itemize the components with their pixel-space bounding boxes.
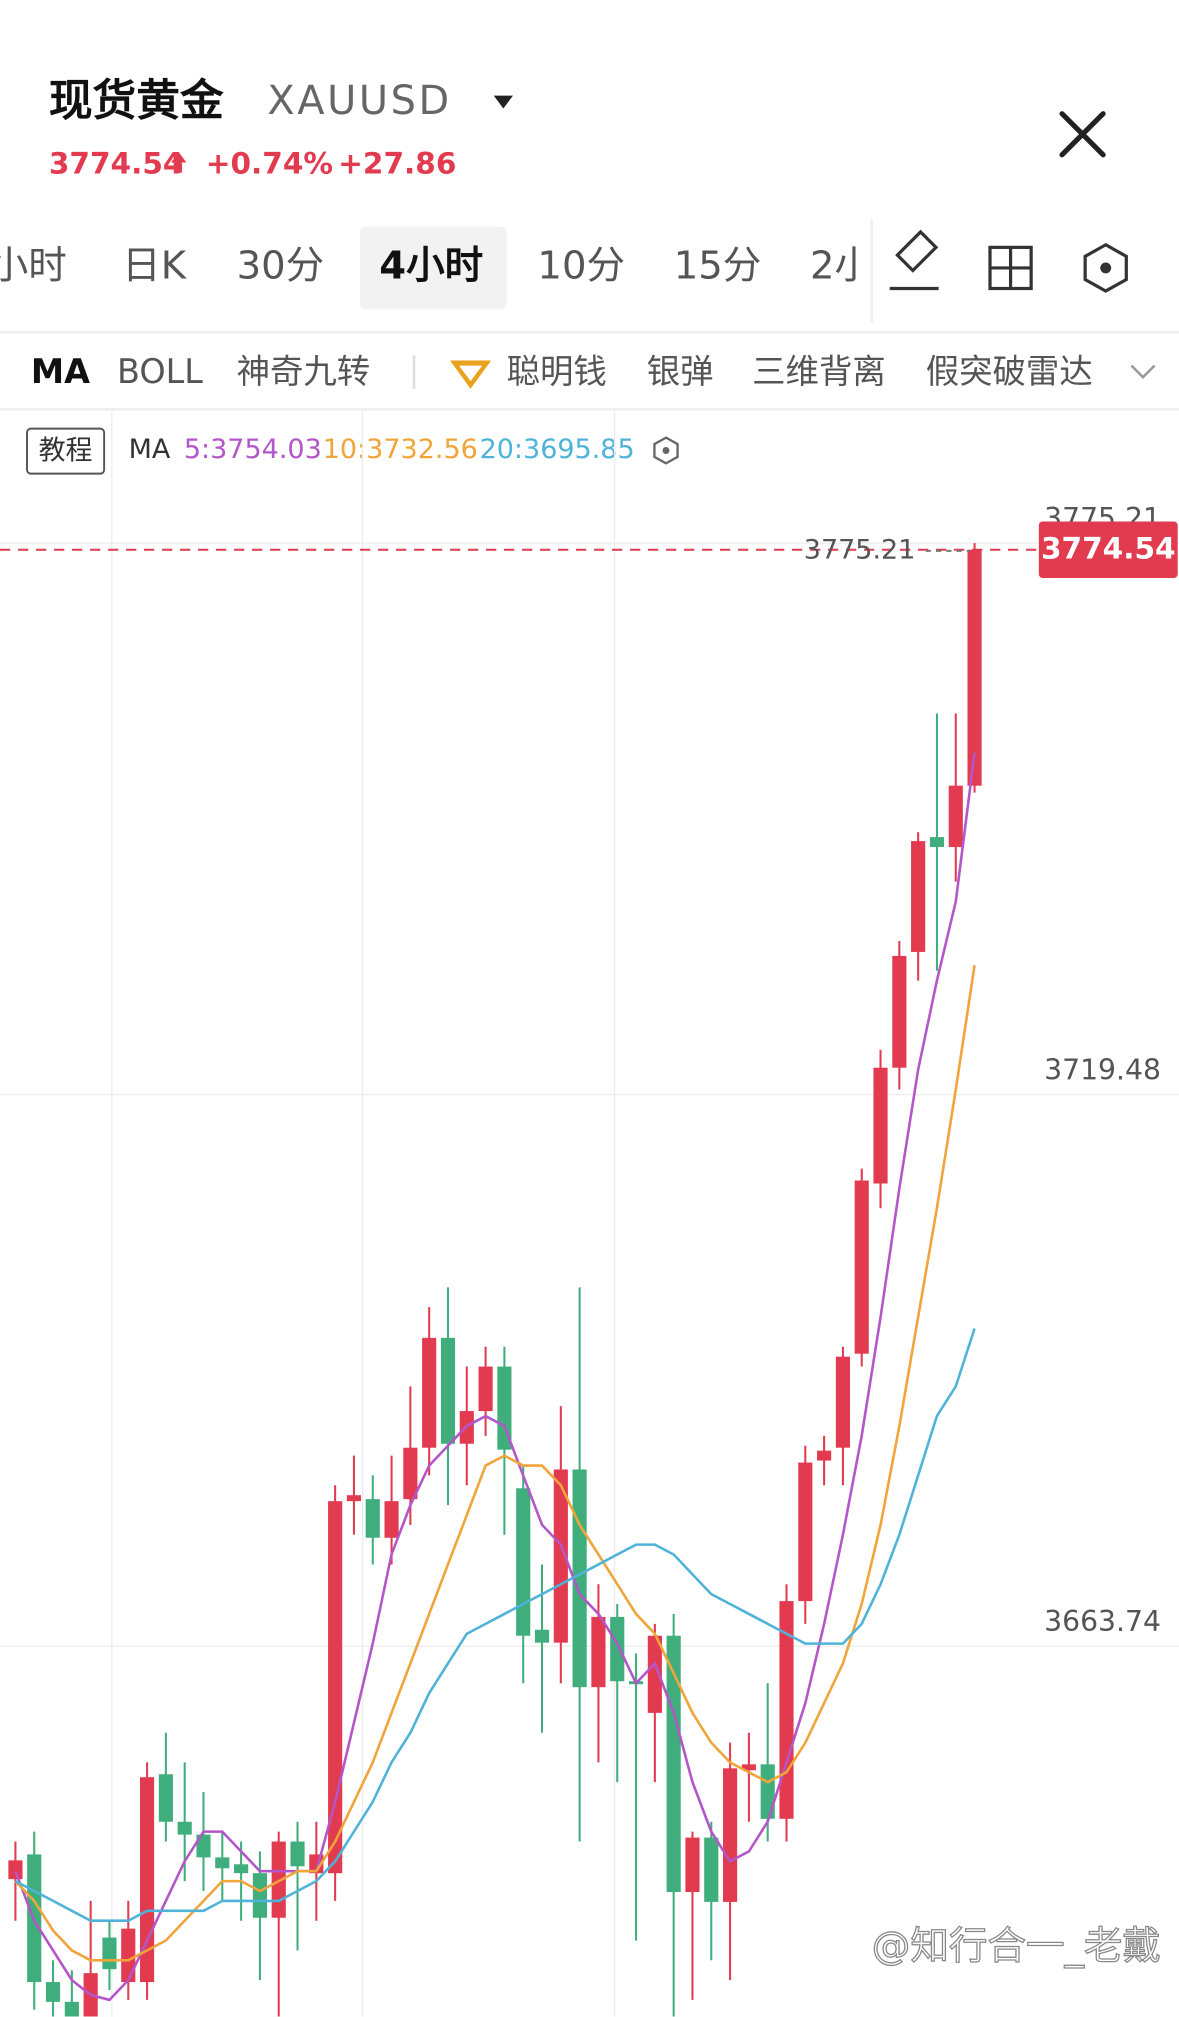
candle-body <box>384 1501 399 1538</box>
candle-body <box>422 1337 437 1448</box>
last-price-label: 3774.54 <box>1041 531 1176 565</box>
candle-body <box>440 1337 456 1444</box>
close-button[interactable] <box>1059 111 1106 158</box>
candle-body <box>591 1616 606 1688</box>
high-label: 3775.21 <box>804 534 916 565</box>
indicator[interactable]: 三维背离 <box>752 352 886 391</box>
ma-legend-item: 5:3754.03 <box>184 434 322 465</box>
symbol[interactable]: XAUUSD <box>267 78 451 124</box>
candle-body <box>252 1873 267 1918</box>
tab-bar: 小时 日K 30分 4小时 10分 15分 2小时 <box>0 243 912 288</box>
candle-body <box>948 785 963 848</box>
candle-body <box>215 1857 230 1869</box>
indicator[interactable]: 假突破雷达 <box>926 352 1093 391</box>
overlay: 3774.54 3775.21 <box>0 521 1178 579</box>
candle-body <box>234 1864 249 1874</box>
y-tick-label: 3663.74 <box>1044 1605 1161 1638</box>
change-pct: +0.74% <box>206 147 333 181</box>
indicator[interactable]: BOLL <box>117 352 203 391</box>
candle-body <box>516 1488 531 1636</box>
ma-legend: 5:3754.03 10:3732.56 20:3695.85 <box>184 434 635 465</box>
candle-body <box>760 1764 775 1819</box>
ma-line <box>14 964 976 1962</box>
candle-body <box>45 1982 61 2002</box>
expand-chevron[interactable] <box>1130 364 1156 380</box>
candle-body <box>158 1774 173 1822</box>
candle-body <box>365 1499 380 1538</box>
title: 现货黄金 <box>49 75 224 126</box>
candle-body <box>835 1356 850 1448</box>
tab[interactable]: 10分 <box>537 243 625 288</box>
indicator[interactable]: 神奇九转 <box>237 352 371 391</box>
plot <box>8 543 982 2017</box>
candle-body <box>497 1366 512 1450</box>
last-price-badge <box>1038 521 1178 579</box>
candle-body <box>553 1469 568 1643</box>
candle-body <box>572 1469 587 1688</box>
candle-body <box>534 1629 550 1643</box>
smart-money-icon <box>450 360 492 389</box>
price: 3774.54 <box>49 147 184 181</box>
ma-line <box>14 1328 976 1923</box>
legend-settings[interactable] <box>653 436 679 465</box>
candle-body <box>478 1366 493 1412</box>
tab[interactable]: 30分 <box>237 243 325 288</box>
candle-body <box>290 1841 305 1867</box>
candle-body <box>666 1635 681 1893</box>
change: +27.86 <box>338 147 456 181</box>
candle-body <box>704 1837 719 1902</box>
indicator[interactable]: 银弹 <box>647 352 714 391</box>
candle-body <box>929 837 945 848</box>
candle-body <box>854 1180 869 1354</box>
draw-tool[interactable] <box>889 229 939 291</box>
up-arrow <box>171 152 187 173</box>
tutorial-box[interactable] <box>26 427 106 475</box>
indicator-bar: MA BOLL 神奇九转 聪明钱 银弹 三维背离 假突破雷达 <box>31 352 1093 391</box>
layout-tool[interactable] <box>988 245 1033 291</box>
candle-body <box>741 1764 756 1771</box>
ma-label: MA <box>129 434 171 465</box>
ma-legend-item: 10:3732.56 <box>323 434 478 465</box>
candle-body <box>328 1501 343 1874</box>
candle-body <box>892 955 907 1068</box>
candle-body <box>873 1067 888 1184</box>
candle-body <box>121 1928 136 1983</box>
tab[interactable]: 4小时 <box>379 243 483 288</box>
candle-body <box>967 549 982 786</box>
candle-body <box>177 1821 192 1835</box>
candle-body <box>196 1834 211 1858</box>
candle-body <box>610 1616 625 1682</box>
candle-body <box>911 841 926 952</box>
candle-body <box>685 1837 700 1893</box>
candle-body <box>647 1635 662 1713</box>
tab-highlight <box>360 226 507 310</box>
tab[interactable]: 15分 <box>674 243 762 288</box>
ma-legend-item: 20:3695.85 <box>480 434 635 465</box>
time-grid <box>111 409 616 2017</box>
settings-tool[interactable] <box>1083 242 1128 293</box>
tab[interactable]: 小时 <box>0 243 67 288</box>
candle-body <box>403 1447 418 1500</box>
candle-body <box>798 1462 813 1602</box>
symbol-dropdown[interactable] <box>493 95 513 109</box>
candle-body <box>817 1450 832 1461</box>
indicator[interactable]: MA <box>31 352 90 391</box>
tab[interactable]: 2小时 <box>810 243 912 288</box>
indicator[interactable]: 聪明钱 <box>507 352 607 391</box>
candle-body <box>102 1937 117 1970</box>
candle-body <box>346 1495 362 1502</box>
watermark: @知行合一_老戴 <box>872 1924 1161 1969</box>
y-tick-label: 3719.48 <box>1044 1053 1161 1086</box>
tutorial[interactable]: 教程 <box>39 435 93 466</box>
candle-body <box>723 1768 738 1902</box>
ma-line <box>14 752 976 2002</box>
candle-body <box>8 1860 23 1880</box>
candle-body <box>64 2001 79 2017</box>
tab[interactable]: 日K <box>122 243 188 288</box>
